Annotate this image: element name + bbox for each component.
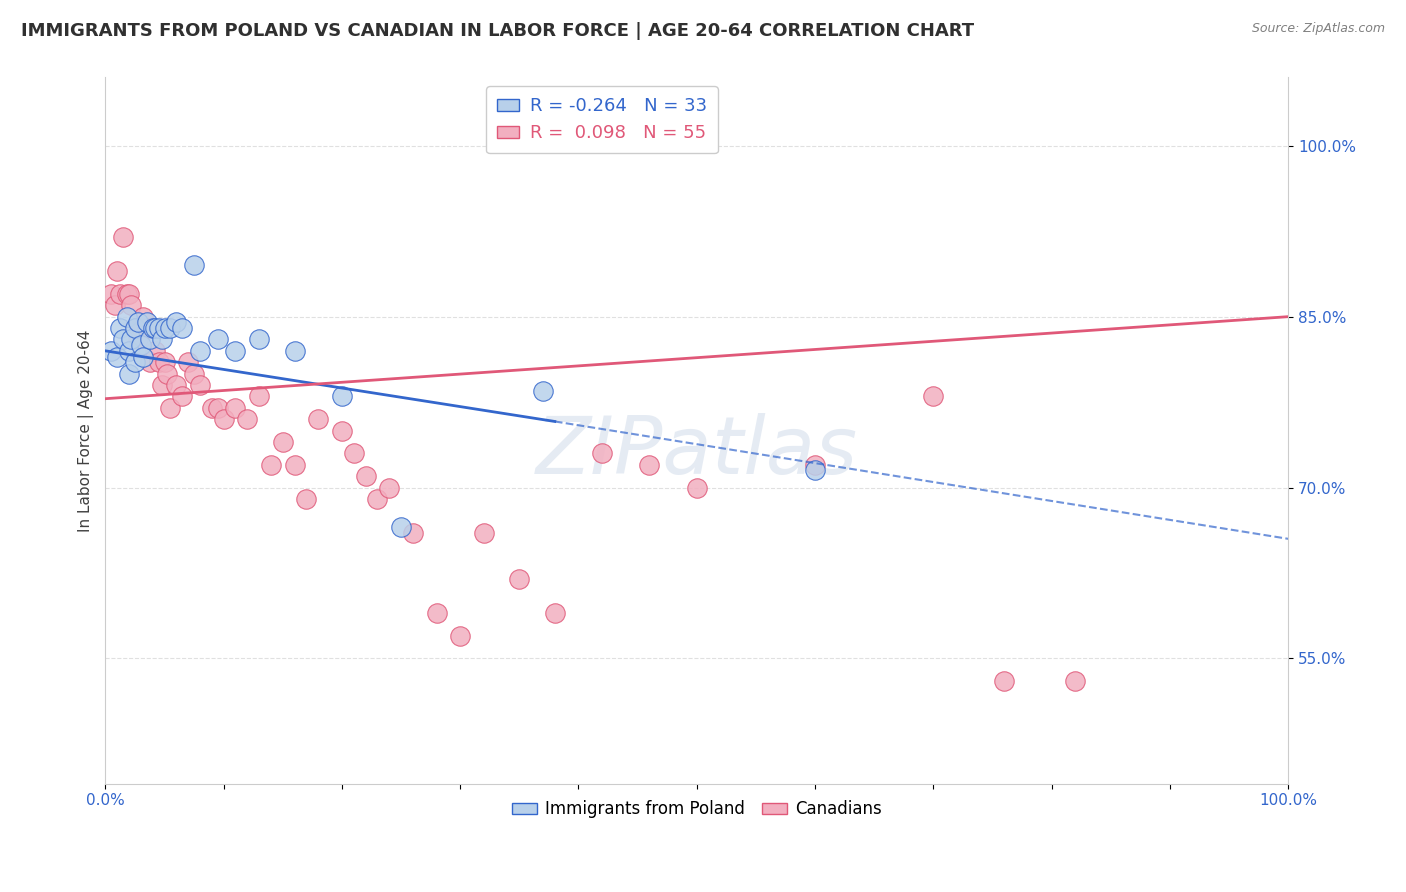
Point xyxy=(148,321,170,335)
Point xyxy=(124,355,146,369)
Point xyxy=(247,333,270,347)
Point xyxy=(112,333,135,347)
Point xyxy=(120,333,142,347)
Point xyxy=(165,378,187,392)
Point xyxy=(295,491,318,506)
Point xyxy=(143,321,166,335)
Point xyxy=(508,572,530,586)
Point xyxy=(188,378,211,392)
Point xyxy=(104,298,127,312)
Point xyxy=(271,434,294,449)
Point xyxy=(112,230,135,244)
Point xyxy=(143,343,166,358)
Point xyxy=(172,389,194,403)
Point xyxy=(150,378,173,392)
Point xyxy=(638,458,661,472)
Point xyxy=(993,674,1015,689)
Point xyxy=(159,401,181,415)
Point xyxy=(100,286,122,301)
Point xyxy=(307,412,329,426)
Point xyxy=(531,384,554,398)
Point xyxy=(544,606,567,620)
Point xyxy=(686,481,709,495)
Point xyxy=(425,606,447,620)
Text: IMMIGRANTS FROM POLAND VS CANADIAN IN LABOR FORCE | AGE 20-64 CORRELATION CHART: IMMIGRANTS FROM POLAND VS CANADIAN IN LA… xyxy=(21,22,974,40)
Point xyxy=(247,389,270,403)
Point xyxy=(124,321,146,335)
Point xyxy=(142,321,165,335)
Point xyxy=(135,315,157,329)
Point xyxy=(922,389,945,403)
Point xyxy=(389,520,412,534)
Legend: Immigrants from Poland, Canadians: Immigrants from Poland, Canadians xyxy=(505,794,889,825)
Point xyxy=(100,343,122,358)
Point xyxy=(284,458,307,472)
Point xyxy=(118,286,141,301)
Point xyxy=(366,491,388,506)
Point xyxy=(129,338,152,352)
Text: ZIPatlas: ZIPatlas xyxy=(536,413,858,491)
Point xyxy=(804,463,827,477)
Point xyxy=(591,446,613,460)
Point xyxy=(118,367,141,381)
Point xyxy=(343,446,366,460)
Point xyxy=(148,355,170,369)
Point xyxy=(330,424,353,438)
Point xyxy=(124,321,146,335)
Point xyxy=(115,310,138,324)
Point xyxy=(172,321,194,335)
Point xyxy=(156,367,179,381)
Point xyxy=(177,355,200,369)
Point xyxy=(132,310,155,324)
Point xyxy=(378,481,401,495)
Point xyxy=(139,333,162,347)
Point xyxy=(236,412,259,426)
Point xyxy=(224,343,246,358)
Point xyxy=(135,321,157,335)
Point xyxy=(472,526,495,541)
Point xyxy=(284,343,307,358)
Point xyxy=(128,333,150,347)
Point xyxy=(402,526,425,541)
Point xyxy=(153,355,176,369)
Point xyxy=(129,321,152,335)
Point xyxy=(188,343,211,358)
Point xyxy=(201,401,224,415)
Y-axis label: In Labor Force | Age 20-64: In Labor Force | Age 20-64 xyxy=(79,329,94,532)
Point xyxy=(115,286,138,301)
Point xyxy=(105,264,128,278)
Point xyxy=(224,401,246,415)
Point xyxy=(132,350,155,364)
Point xyxy=(118,343,141,358)
Point xyxy=(207,333,229,347)
Point xyxy=(1064,674,1087,689)
Text: Source: ZipAtlas.com: Source: ZipAtlas.com xyxy=(1251,22,1385,36)
Point xyxy=(212,412,235,426)
Point xyxy=(150,333,173,347)
Point xyxy=(128,315,150,329)
Point xyxy=(354,469,377,483)
Point xyxy=(165,315,187,329)
Point xyxy=(260,458,283,472)
Point xyxy=(449,629,471,643)
Point xyxy=(120,298,142,312)
Point xyxy=(139,355,162,369)
Point xyxy=(207,401,229,415)
Point xyxy=(183,367,205,381)
Point xyxy=(153,321,176,335)
Point xyxy=(330,389,353,403)
Point xyxy=(108,321,131,335)
Point xyxy=(159,321,181,335)
Point xyxy=(183,259,205,273)
Point xyxy=(108,286,131,301)
Point xyxy=(142,321,165,335)
Point xyxy=(804,458,827,472)
Point xyxy=(105,350,128,364)
